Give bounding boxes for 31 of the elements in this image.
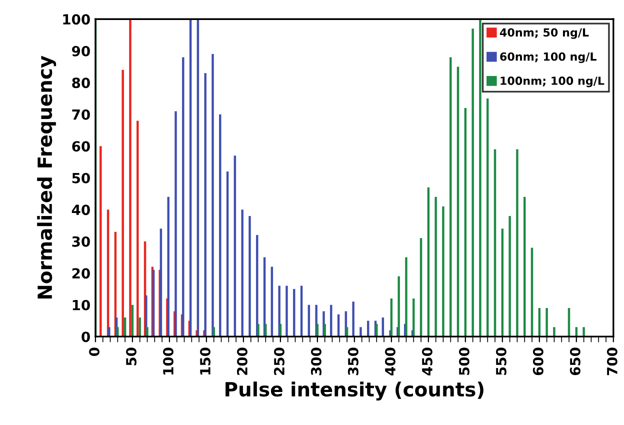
x-tick-label: 100 [162, 348, 174, 374]
y-tick-label: 30 [72, 236, 90, 247]
x-tick-label: 650 [570, 348, 580, 376]
y-tick-label: 50 [72, 172, 90, 184]
x-tick-label: 50 [126, 348, 136, 366]
x-tick-label: 0 [88, 348, 100, 356]
x-tick-label: 250 [274, 348, 284, 375]
legend-label: 40nm; 50 ng/L [500, 28, 589, 39]
y-tick-label: 40 [72, 204, 90, 216]
y-tick-label: 10 [72, 300, 90, 310]
x-tick-label: 600 [532, 348, 544, 376]
legend-label: 100nm; 100 ng/L [500, 76, 604, 88]
x-tick-label: 300 [310, 348, 322, 376]
y-tick-label: 0 [82, 332, 90, 342]
y-tick-label: 20 [72, 268, 90, 279]
x-tick-label: 400 [384, 348, 396, 376]
x-tick-label: 150 [200, 348, 210, 374]
y-axis-title: Normalized Frequency [37, 56, 56, 299]
x-tick-label: 550 [496, 348, 506, 375]
x-tick-label: 700 [606, 348, 618, 376]
y-tick-label: 80 [72, 78, 90, 88]
x-axis-title: Pulse intensity (counts) [226, 382, 484, 401]
y-tick-label: 60 [72, 141, 90, 152]
x-tick-label: 200 [236, 348, 248, 375]
y-tick-label: 70 [72, 109, 90, 120]
y-tick-label: 100 [63, 14, 90, 25]
x-tick-label: 450 [422, 348, 432, 376]
y-tick-label: 90 [72, 46, 90, 56]
legend-label: 60nm; 100 ng/L [500, 52, 596, 64]
x-tick-label: 500 [458, 348, 470, 375]
x-tick-label: 350 [348, 348, 358, 376]
